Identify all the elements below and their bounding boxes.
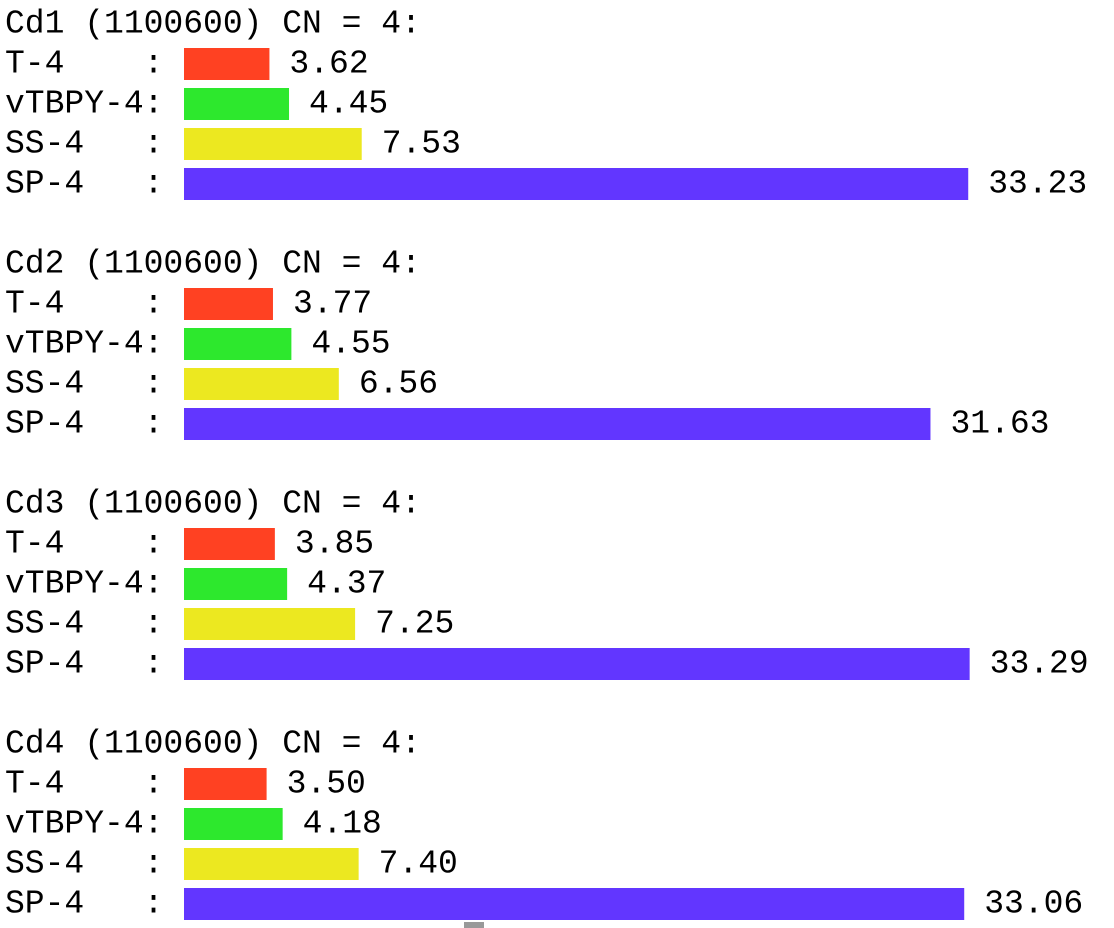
value-label: 4.45 <box>309 86 388 123</box>
value-label: 4.55 <box>311 326 390 363</box>
value-label: 7.25 <box>375 606 454 643</box>
bar <box>184 568 288 600</box>
value-label: 4.37 <box>307 566 386 603</box>
bar <box>184 368 339 400</box>
bar <box>184 528 275 560</box>
group-title: Cd3 (1100600) CN = 4: <box>5 486 421 523</box>
bar <box>184 808 283 840</box>
bar <box>184 768 267 800</box>
row-label: vTBPY-4: <box>5 326 163 363</box>
bar <box>184 48 270 80</box>
value-label: 33.06 <box>984 886 1083 923</box>
bar <box>184 848 359 880</box>
row-label: SS-4 : <box>5 846 163 883</box>
bar <box>184 408 931 440</box>
bar <box>184 888 965 920</box>
row-label: SS-4 : <box>5 126 163 163</box>
row-label: vTBPY-4: <box>5 806 163 843</box>
value-label: 6.56 <box>359 366 438 403</box>
group-title: Cd2 (1100600) CN = 4: <box>5 246 421 283</box>
value-label: 3.50 <box>287 766 366 803</box>
row-label: SP-4 : <box>5 646 163 683</box>
value-label: 3.85 <box>295 526 374 563</box>
bar <box>184 88 290 120</box>
row-label: SP-4 : <box>5 166 163 203</box>
group-title: Cd4 (1100600) CN = 4: <box>5 726 421 763</box>
value-label: 33.29 <box>990 646 1089 683</box>
row-label: T-4 : <box>5 46 163 83</box>
row-label: T-4 : <box>5 526 163 563</box>
value-label: 7.53 <box>382 126 461 163</box>
bar <box>184 328 292 360</box>
bar <box>184 288 273 320</box>
row-label: T-4 : <box>5 286 163 323</box>
value-label: 4.18 <box>303 806 382 843</box>
row-label: SP-4 : <box>5 886 163 923</box>
value-label: 3.62 <box>289 46 368 83</box>
cursor <box>464 922 484 928</box>
bar <box>184 168 969 200</box>
bar <box>184 128 362 160</box>
row-label: vTBPY-4: <box>5 566 163 603</box>
value-label: 31.63 <box>950 406 1049 443</box>
row-label: SS-4 : <box>5 366 163 403</box>
value-label: 3.77 <box>293 286 372 323</box>
row-label: T-4 : <box>5 766 163 803</box>
bar <box>184 608 356 640</box>
group-title: Cd1 (1100600) CN = 4: <box>5 6 421 43</box>
value-label: 33.23 <box>988 166 1087 203</box>
row-label: vTBPY-4: <box>5 86 163 123</box>
value-label: 7.40 <box>379 846 458 883</box>
bar <box>184 648 970 680</box>
row-label: SP-4 : <box>5 406 163 443</box>
row-label: SS-4 : <box>5 606 163 643</box>
